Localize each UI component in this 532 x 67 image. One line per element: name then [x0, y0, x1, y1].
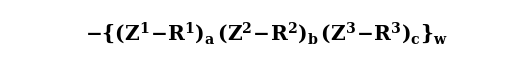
Text: $\mathbf{-\{(Z^1\!-\!R^1)_a\,(Z^2\!-\!R^2)_b\,(Z^3\!-\!R^3)_c\}_w}$: $\mathbf{-\{(Z^1\!-\!R^1)_a\,(Z^2\!-\!R^…	[85, 21, 447, 46]
